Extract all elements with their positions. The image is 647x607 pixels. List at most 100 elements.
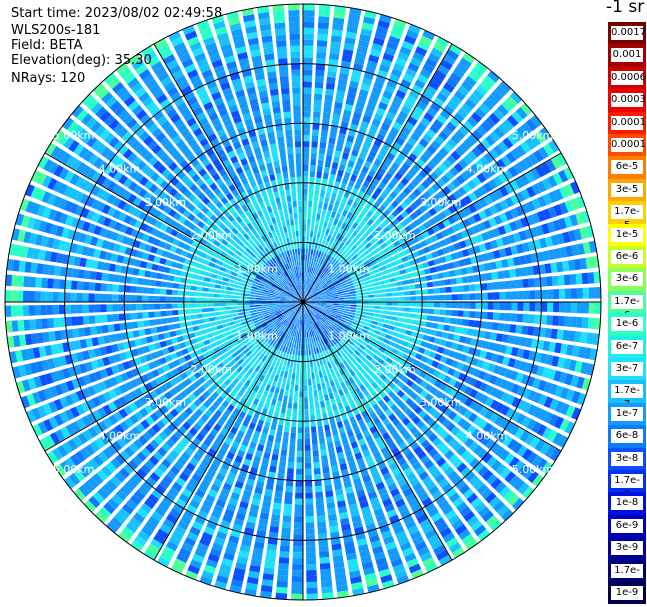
- range-gate-cell: [87, 247, 96, 257]
- range-gate-cell: [414, 208, 423, 217]
- range-gate-cell: [422, 364, 431, 372]
- range-gate-cell: [390, 336, 398, 343]
- range-gate-cell: [343, 335, 350, 342]
- range-gate-cell: [536, 251, 544, 262]
- range-gate-cell: [270, 373, 276, 380]
- range-gate-cell: [28, 290, 35, 302]
- range-gate-cell: [495, 389, 505, 400]
- range-gate-cell: [318, 153, 325, 161]
- range-gate-cell: [400, 201, 409, 210]
- range-gate-cell: [176, 553, 189, 564]
- range-gate-cell: [356, 250, 363, 257]
- range-gate-cell: [331, 428, 339, 436]
- range-gate-cell: [300, 361, 303, 368]
- range-gate-cell: [332, 17, 345, 25]
- range-gate-cell: [122, 361, 131, 370]
- range-gate-cell: [202, 499, 213, 509]
- range-gate-cell: [283, 395, 288, 402]
- range-gate-cell: [89, 440, 101, 453]
- range-gate-cell: [445, 309, 452, 316]
- range-gate-cell: [64, 394, 75, 406]
- range-gate-cell: [354, 350, 361, 357]
- range-gate-cell: [488, 496, 501, 508]
- range-gate-cell: [393, 18, 407, 29]
- range-gate-cell: [357, 94, 367, 103]
- range-gate-cell: [159, 384, 168, 393]
- range-gate-cell: [237, 295, 244, 299]
- range-gate-cell: [93, 249, 101, 259]
- range-gate-cell: [119, 450, 130, 462]
- range-gate-cell: [361, 291, 369, 296]
- range-gate-cell: [157, 556, 170, 568]
- range-gate-cell: [264, 326, 271, 332]
- range-gate-cell: [484, 241, 493, 251]
- range-gate-cell: [79, 447, 91, 460]
- range-gate-cell: [211, 510, 222, 519]
- range-gate-cell: [209, 317, 216, 322]
- range-gate-cell: [471, 224, 481, 234]
- range-gate-cell: [243, 302, 250, 305]
- range-gate-cell: [376, 196, 385, 204]
- range-gate-cell: [315, 284, 320, 290]
- range-gate-cell: [325, 82, 335, 90]
- range-gate-cell: [570, 316, 577, 328]
- range-gate-cell: [177, 296, 184, 302]
- range-gate-cell: [288, 308, 294, 313]
- range-gate-cell: [136, 286, 143, 294]
- range-gate-cell: [249, 565, 261, 573]
- range-gate-cell: [396, 338, 404, 345]
- range-gate-cell: [262, 369, 268, 377]
- range-gate-cell: [206, 468, 217, 478]
- range-gate-cell: [51, 448, 63, 461]
- range-gate-cell: [271, 360, 277, 368]
- range-gate-cell: [481, 302, 488, 310]
- range-gate-cell: [497, 432, 508, 444]
- range-gate-cell: [309, 396, 314, 404]
- range-gate-cell: [369, 412, 378, 420]
- range-gate-cell: [428, 302, 435, 308]
- range-gate-cell: [381, 234, 389, 242]
- range-gate-cell: [308, 272, 311, 279]
- range-gate-cell: [315, 408, 321, 415]
- range-gate-cell: [218, 328, 225, 334]
- range-gate-cell: [215, 370, 224, 378]
- range-gate-cell: [411, 236, 420, 244]
- range-gate-cell: [365, 434, 374, 443]
- range-gate-cell: [269, 339, 275, 346]
- range-gate-cell: [403, 261, 411, 268]
- range-gate-cell: [348, 355, 355, 362]
- range-gate-cell: [356, 272, 363, 278]
- range-gate-cell: [243, 305, 250, 309]
- range-gate-cell: [296, 367, 300, 374]
- range-gate-cell: [322, 338, 327, 345]
- range-gate-cell: [439, 287, 446, 294]
- range-gate-cell: [364, 322, 371, 327]
- range-gate-cell: [553, 302, 560, 313]
- range-gate-cell: [341, 259, 347, 266]
- range-gate-cell: [109, 334, 117, 343]
- range-gate-cell: [272, 393, 279, 400]
- range-gate-cell: [340, 60, 351, 69]
- range-gate-cell: [303, 21, 315, 29]
- range-gate-cell: [480, 283, 488, 291]
- range-gate-cell: [232, 573, 245, 582]
- range-gate-cell: [538, 264, 546, 275]
- range-gate-cell: [409, 221, 418, 230]
- range-gate-cell: [450, 252, 458, 261]
- range-gate-cell: [442, 159, 452, 169]
- range-gate-cell: [405, 68, 417, 78]
- range-gate-cell: [113, 323, 121, 332]
- range-gate-cell: [213, 438, 223, 447]
- range-gate-cell: [91, 259, 99, 269]
- range-gate-cell: [473, 245, 481, 254]
- range-gate-cell: [418, 471, 429, 481]
- range-gate-cell: [249, 299, 256, 302]
- range-gate-cell: [380, 446, 390, 455]
- range-gate-cell: [377, 519, 388, 528]
- range-gate-cell: [376, 422, 384, 431]
- range-gate-cell: [381, 327, 388, 333]
- range-gate-cell: [261, 457, 270, 466]
- range-gate-cell: [318, 271, 323, 277]
- range-gate-cell: [412, 163, 421, 173]
- range-gate-cell: [173, 323, 181, 329]
